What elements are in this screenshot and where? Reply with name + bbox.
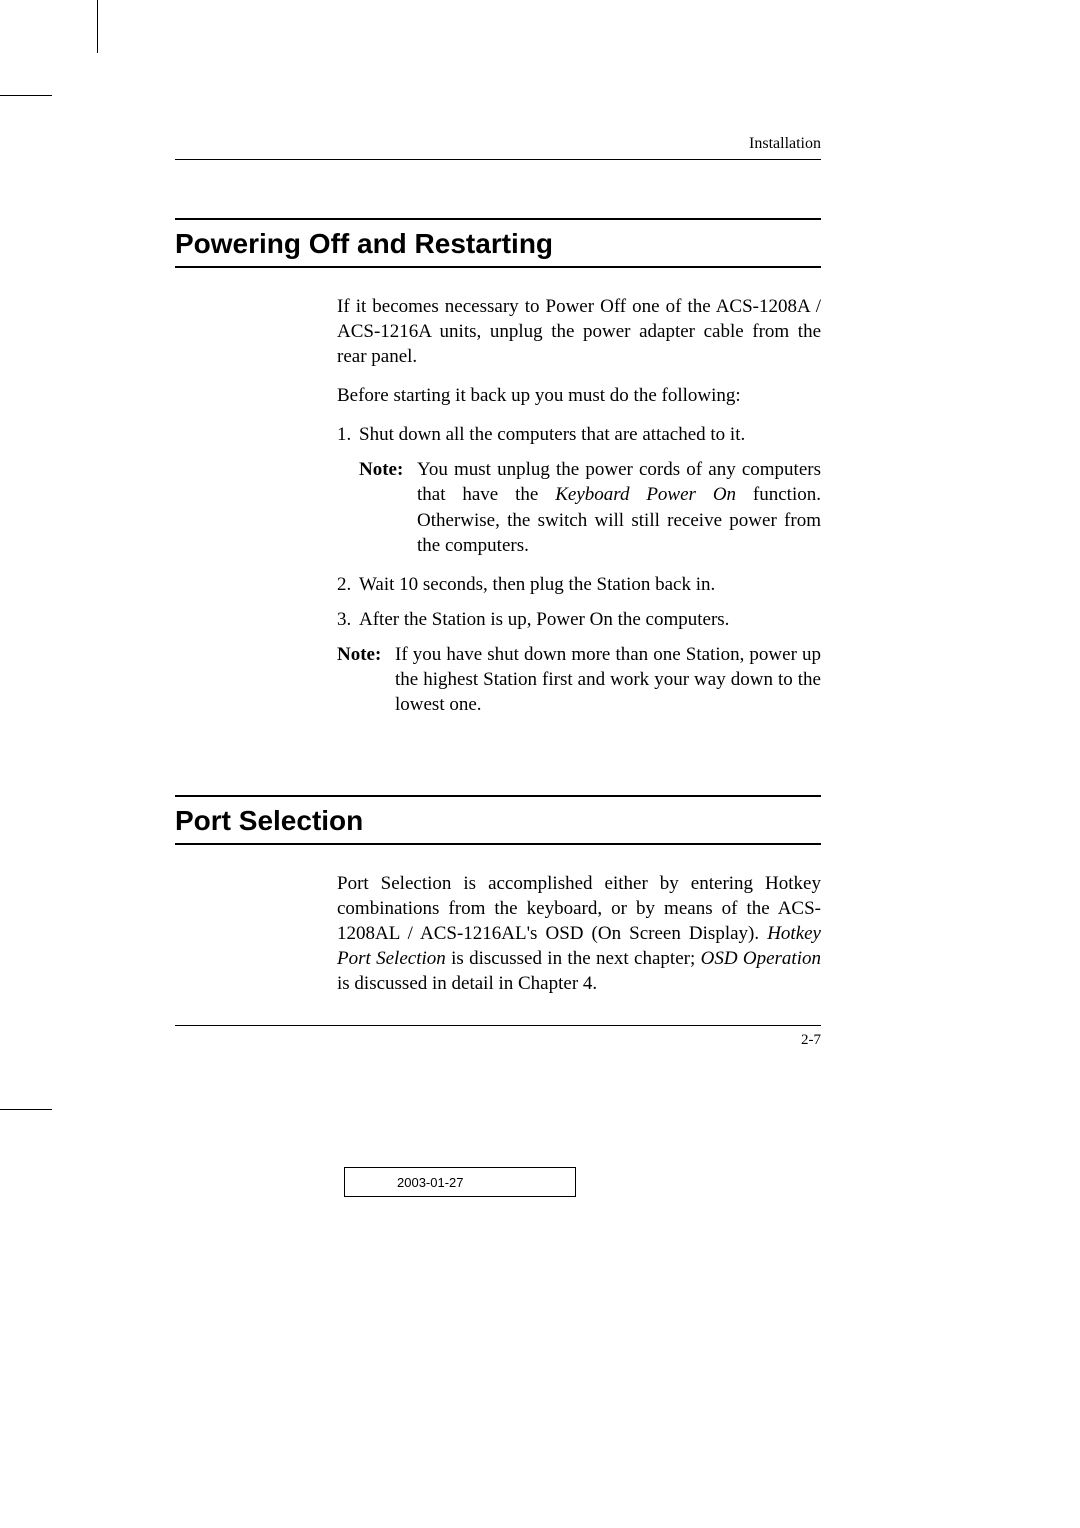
note-label: Note: xyxy=(359,457,417,557)
list-text: Wait 10 seconds, then plug the Station b… xyxy=(359,572,821,597)
paragraph: Port Selection is accomplished either by… xyxy=(337,871,821,996)
section-body: Port Selection is accomplished either by… xyxy=(337,871,821,996)
page-content: Installation Powering Off and Restarting… xyxy=(175,135,821,1010)
text: is discussed in the next chapter; xyxy=(446,948,701,969)
italic-term: OSD Operation xyxy=(701,948,821,969)
note: Note: If you have shut down more than on… xyxy=(337,642,821,717)
list-number: 3. xyxy=(337,607,359,632)
section-powering-off: Powering Off and Restarting If it become… xyxy=(175,218,821,717)
list-number: 1. xyxy=(337,422,359,447)
note-text: You must unplug the power cords of any c… xyxy=(417,457,821,557)
section-port-selection: Port Selection Port Selection is accompl… xyxy=(175,795,821,996)
revision-date: 2003-01-27 xyxy=(397,1175,464,1190)
note: Note: You must unplug the power cords of… xyxy=(359,457,821,557)
list-text: Shut down all the computers that are att… xyxy=(359,422,821,447)
list-number: 2. xyxy=(337,572,359,597)
text: is discussed in detail in Chapter 4. xyxy=(337,973,597,994)
list-item: 1. Shut down all the computers that are … xyxy=(337,422,821,447)
paragraph: If it becomes necessary to Power Off one… xyxy=(337,294,821,369)
crop-mark-top xyxy=(97,0,98,53)
running-header: Installation xyxy=(175,135,821,160)
revision-date-box: 2003-01-27 xyxy=(344,1167,576,1197)
section-title: Port Selection xyxy=(175,795,821,845)
list-item: 3. After the Station is up, Power On the… xyxy=(337,607,821,632)
page-number: 2-7 xyxy=(801,1032,821,1048)
italic-term: Keyboard Power On xyxy=(555,484,736,505)
section-body: If it becomes necessary to Power Off one… xyxy=(337,294,821,717)
list-text: After the Station is up, Power On the co… xyxy=(359,607,821,632)
crop-mark-left-upper xyxy=(0,95,52,96)
page-footer: 2-7 xyxy=(175,1025,821,1049)
paragraph: Before starting it back up you must do t… xyxy=(337,383,821,408)
crop-mark-left-lower xyxy=(0,1109,52,1110)
note-text: If you have shut down more than one Stat… xyxy=(395,642,821,717)
section-title: Powering Off and Restarting xyxy=(175,218,821,268)
list-item: 2. Wait 10 seconds, then plug the Statio… xyxy=(337,572,821,597)
text: Port Selection is accomplished either by… xyxy=(337,873,821,944)
note-label: Note: xyxy=(337,642,395,717)
chapter-name: Installation xyxy=(749,135,821,152)
